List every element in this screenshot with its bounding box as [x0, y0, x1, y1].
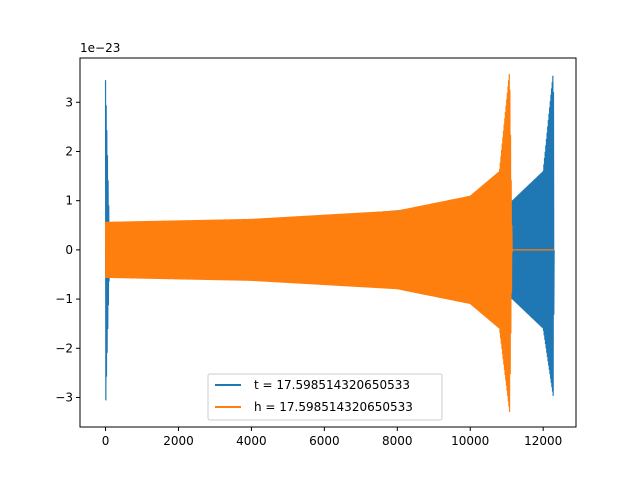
axes-frame — [79, 57, 577, 428]
x-tick-label: 8000 — [382, 434, 413, 448]
legend-label-h: h = 17.598514320650533 — [254, 400, 413, 414]
x-tick-label: 12000 — [524, 434, 562, 448]
y-tick-label: 0 — [65, 243, 73, 257]
y-axis: −3 −2 −1 0 1 2 3 — [55, 95, 80, 404]
legend-box — [207, 373, 443, 421]
legend-label-t: t = 17.598514320650533 — [254, 378, 410, 392]
series-line-h — [104, 73, 555, 412]
x-tick-label: 2000 — [163, 434, 194, 448]
y-tick-label: −3 — [55, 390, 73, 404]
y-tick-label: 2 — [65, 144, 73, 158]
x-tick-label: 6000 — [309, 434, 340, 448]
x-tick-label: 0 — [102, 434, 110, 448]
legend: t = 17.598514320650533 h = 17.5985143206… — [207, 373, 443, 421]
x-tick-label: 4000 — [236, 434, 267, 448]
y-tick-label: 3 — [65, 95, 73, 109]
y-tick-label: 1 — [65, 194, 73, 208]
y-offset-label: 1e−23 — [80, 41, 120, 55]
y-tick-label: −1 — [55, 292, 73, 306]
x-tick-label: 10000 — [451, 434, 489, 448]
series-layer — [104, 73, 555, 412]
x-axis: 0 2000 4000 6000 8000 10000 12000 — [102, 427, 562, 448]
y-tick-label: −2 — [55, 341, 73, 355]
